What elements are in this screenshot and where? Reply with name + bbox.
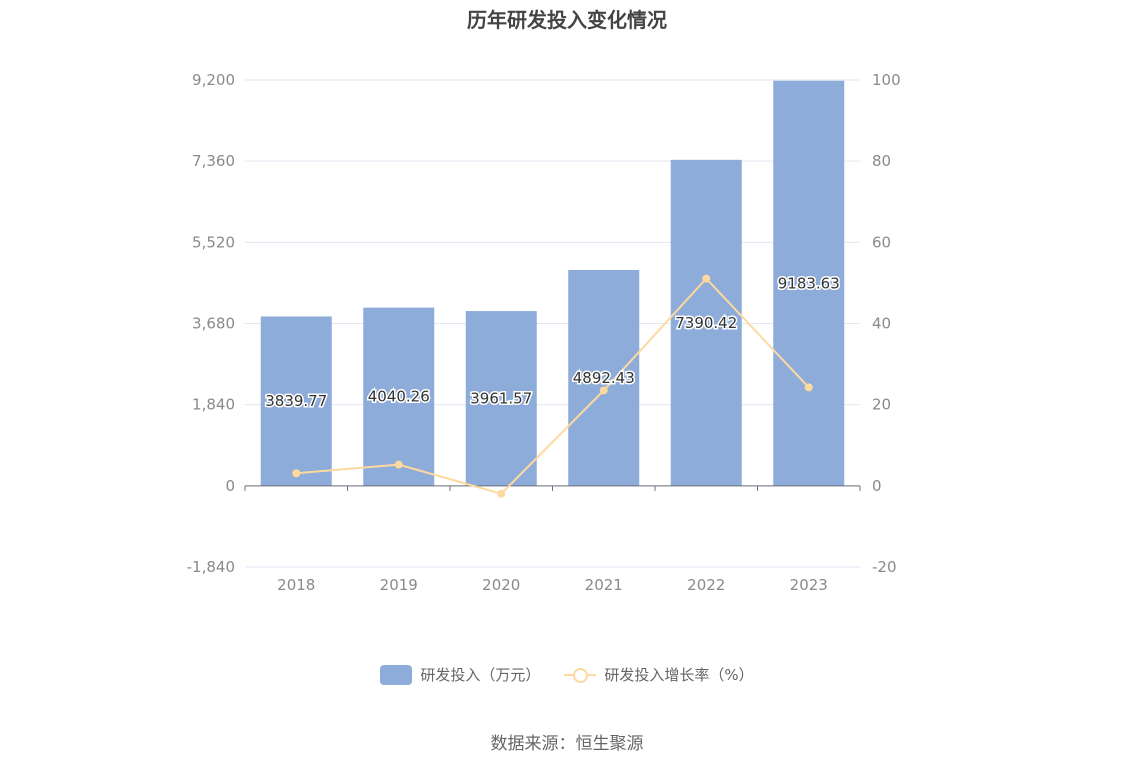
growth-rate-line (296, 277, 810, 495)
bar-data-label: 4040.26 (368, 388, 430, 406)
x-tick-label: 2022 (687, 576, 725, 594)
bar (773, 80, 845, 486)
y-left-tick-label: 1,840 (192, 396, 235, 414)
growth-rate-point (497, 489, 506, 498)
bar-data-label: 9183.63 (778, 274, 840, 292)
y-right-tick-label: 80 (872, 152, 891, 170)
y-left-tick-label: -1,840 (187, 558, 235, 576)
bar (260, 316, 332, 486)
chart-canvas: 9,200 100 7,360 80 5,520 60 3,680 40 1,840 20 0 0 -1… (187, 71, 901, 594)
x-tick-label: 2023 (790, 576, 828, 594)
growth-rate-point (804, 383, 813, 392)
y-right-tick-label: 0 (872, 477, 882, 495)
y-left-tick-label: 7,360 (192, 152, 235, 170)
x-tick-label: 2020 (482, 576, 520, 594)
legend-item-line[interactable]: 研发投入增长率（%） (564, 664, 754, 685)
bar (465, 311, 537, 486)
y-right-tick-label: 20 (872, 396, 891, 414)
legend-item-bar[interactable]: 研发投入（万元） (380, 664, 540, 685)
bar (568, 270, 640, 486)
growth-rate-point (292, 469, 301, 478)
growth-rate-point (702, 274, 711, 283)
growth-rate-point (394, 460, 403, 469)
x-tick-label: 2021 (585, 576, 623, 594)
y-right-tick-label: 40 (872, 315, 891, 333)
y-left-tick-label: 3,680 (192, 315, 235, 333)
legend: 研发投入（万元） 研发投入增长率（%） (0, 664, 1134, 685)
bar-data-label: 3839.77 (265, 392, 327, 410)
bar-data-label: 7390.42 (675, 314, 737, 332)
x-tick-label: 2019 (380, 576, 418, 594)
y-left-tick-label: 0 (225, 477, 235, 495)
bar (670, 159, 742, 486)
data-source: 数据来源：恒生聚源 (490, 734, 644, 754)
bar-data-label: 4892.43 (573, 369, 635, 387)
y-left-tick-label: 5,520 (192, 233, 235, 251)
legend-bar-swatch (380, 664, 413, 685)
growth-rate-point (599, 386, 608, 395)
legend-bar-label: 研发投入（万元） (420, 666, 541, 684)
x-tick-label: 2018 (277, 576, 315, 594)
chart-title: 历年研发投入变化情况 (467, 8, 667, 32)
y-right-tick-label: -20 (872, 558, 897, 576)
bar-data-label: 3961.57 (470, 389, 532, 407)
legend-line-label: 研发投入增长率（%） (604, 666, 754, 684)
legend-line-swatch (564, 665, 597, 685)
y-right-tick-label: 60 (872, 233, 891, 251)
y-left-tick-label: 9,200 (192, 71, 235, 89)
bar (363, 307, 435, 486)
y-right-tick-label: 100 (872, 71, 901, 89)
